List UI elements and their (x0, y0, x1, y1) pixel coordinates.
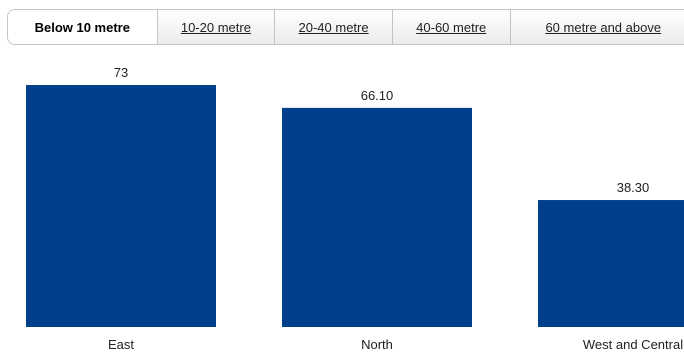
bar-0[interactable] (26, 85, 216, 327)
category-label-2: West and Central (583, 337, 683, 352)
depth-tabs: Below 10 metre 10-20 metre 20-40 metre 4… (7, 9, 684, 45)
tab-40-60-metre[interactable]: 40-60 metre (393, 10, 511, 44)
bar-value-label-0: 73 (114, 65, 128, 80)
bar-value-label-1: 66.10 (361, 88, 394, 103)
bar-2[interactable] (538, 200, 684, 327)
bar-1[interactable] (282, 107, 472, 328)
tab-below-10-metre[interactable]: Below 10 metre (8, 10, 158, 44)
tab-60-metre-and-above[interactable]: 60 metre and above (545, 19, 662, 35)
category-label-0: East (108, 337, 134, 352)
bar-value-label-2: 38.30 (617, 180, 650, 195)
tab-20-40-metre[interactable]: 20-40 metre (275, 10, 393, 44)
category-label-1: North (361, 337, 393, 352)
tab-10-20-metre[interactable]: 10-20 metre (158, 10, 276, 44)
